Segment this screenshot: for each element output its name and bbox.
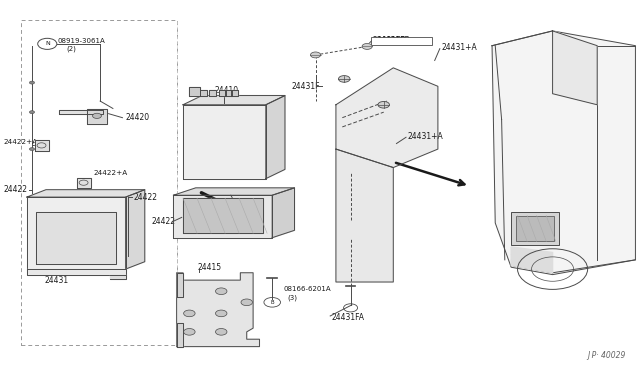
Polygon shape xyxy=(88,109,106,124)
Polygon shape xyxy=(183,198,262,233)
Circle shape xyxy=(310,52,321,58)
Circle shape xyxy=(378,102,390,108)
Circle shape xyxy=(184,328,195,335)
Text: 24428: 24428 xyxy=(235,198,259,207)
Bar xyxy=(20,20,177,345)
Text: 24415: 24415 xyxy=(198,263,222,272)
Polygon shape xyxy=(189,87,200,96)
Polygon shape xyxy=(36,212,116,263)
Circle shape xyxy=(216,328,227,335)
Circle shape xyxy=(362,44,372,49)
Polygon shape xyxy=(27,269,125,275)
Circle shape xyxy=(339,76,350,82)
Polygon shape xyxy=(266,96,285,179)
Polygon shape xyxy=(109,275,125,279)
Circle shape xyxy=(241,299,252,306)
Circle shape xyxy=(93,113,101,118)
Polygon shape xyxy=(77,177,91,188)
Polygon shape xyxy=(35,140,49,151)
Polygon shape xyxy=(225,90,232,96)
Circle shape xyxy=(216,288,227,295)
Polygon shape xyxy=(183,96,285,105)
Bar xyxy=(516,215,554,241)
Text: N: N xyxy=(45,41,50,46)
Text: 24422+A: 24422+A xyxy=(94,170,128,176)
Text: 24431+A: 24431+A xyxy=(408,132,444,141)
Polygon shape xyxy=(177,273,183,297)
Bar xyxy=(371,37,431,45)
Text: B: B xyxy=(270,300,274,305)
Circle shape xyxy=(216,310,227,317)
Text: 24431FB: 24431FB xyxy=(373,36,406,45)
Polygon shape xyxy=(173,188,294,195)
Polygon shape xyxy=(336,68,438,167)
Polygon shape xyxy=(272,188,294,238)
Polygon shape xyxy=(59,110,103,114)
Polygon shape xyxy=(209,90,216,96)
Bar xyxy=(511,212,559,245)
Text: 08166-6201A: 08166-6201A xyxy=(284,286,332,292)
Polygon shape xyxy=(177,273,259,347)
Text: 24431FA: 24431FA xyxy=(332,312,364,321)
Circle shape xyxy=(29,111,35,113)
Polygon shape xyxy=(336,149,394,282)
Polygon shape xyxy=(219,90,226,96)
Text: 24422: 24422 xyxy=(3,185,28,194)
Text: 24422+A: 24422+A xyxy=(3,139,38,145)
Polygon shape xyxy=(232,90,239,96)
Polygon shape xyxy=(492,31,636,275)
Polygon shape xyxy=(200,90,207,96)
Text: 24422: 24422 xyxy=(133,193,157,202)
Text: 24431F: 24431F xyxy=(291,82,320,91)
Polygon shape xyxy=(552,31,597,105)
Circle shape xyxy=(29,81,35,84)
Text: 24431FB: 24431FB xyxy=(376,36,410,45)
Polygon shape xyxy=(27,190,145,197)
Text: (3): (3) xyxy=(287,294,298,301)
Polygon shape xyxy=(177,323,183,347)
Text: 08919-3061A: 08919-3061A xyxy=(58,38,105,44)
Polygon shape xyxy=(183,105,266,179)
Polygon shape xyxy=(125,190,145,269)
Text: J P· 40029: J P· 40029 xyxy=(588,351,626,360)
Polygon shape xyxy=(173,195,272,238)
Text: 24422: 24422 xyxy=(151,217,175,226)
Text: 24410: 24410 xyxy=(215,86,239,94)
Text: 24420: 24420 xyxy=(125,113,150,122)
Circle shape xyxy=(29,148,35,151)
Polygon shape xyxy=(27,197,125,269)
Text: 24431+A: 24431+A xyxy=(441,43,477,52)
Text: (2): (2) xyxy=(67,45,76,52)
Polygon shape xyxy=(511,247,552,273)
Circle shape xyxy=(184,310,195,317)
Text: 24431: 24431 xyxy=(45,276,69,285)
